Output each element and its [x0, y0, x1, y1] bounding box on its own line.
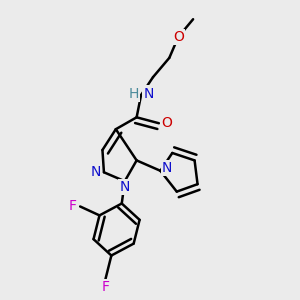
Text: O: O	[173, 30, 184, 44]
Text: H: H	[128, 86, 139, 100]
Text: N: N	[162, 161, 172, 175]
Text: N: N	[143, 86, 154, 100]
Text: N: N	[119, 180, 130, 194]
Text: F: F	[101, 280, 110, 294]
Text: N: N	[90, 165, 101, 179]
Text: F: F	[69, 200, 77, 214]
Text: O: O	[161, 116, 172, 130]
